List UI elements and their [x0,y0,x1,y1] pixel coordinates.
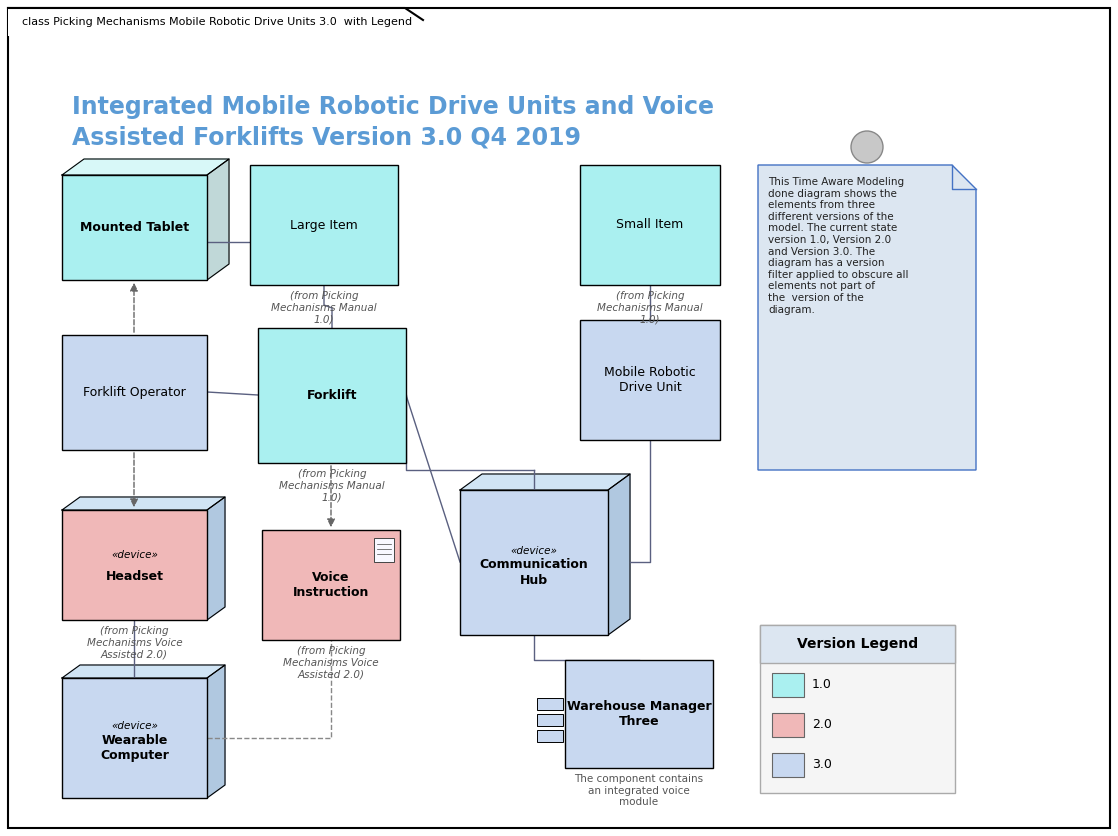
Polygon shape [8,8,423,36]
Circle shape [851,131,883,163]
Polygon shape [207,497,225,620]
Text: This Time Aware Modeling
done diagram shows the
elements from three
different ve: This Time Aware Modeling done diagram sh… [768,177,909,314]
Text: Mounted Tablet: Mounted Tablet [80,221,189,234]
Polygon shape [608,474,631,635]
Polygon shape [207,159,229,280]
Text: «device»: «device» [111,550,158,560]
Text: Version Legend: Version Legend [797,637,918,651]
Polygon shape [61,159,229,175]
Text: (from Picking
Mechanisms Manual
1.0): (from Picking Mechanisms Manual 1.0) [597,291,703,324]
Text: (from Picking
Mechanisms Voice
Assisted 2.0): (from Picking Mechanisms Voice Assisted … [87,626,182,660]
Text: Headset: Headset [105,570,163,584]
FancyBboxPatch shape [258,328,406,463]
FancyBboxPatch shape [8,8,1110,828]
FancyBboxPatch shape [250,165,398,285]
FancyBboxPatch shape [773,753,804,777]
Text: Warehouse Manager
Three: Warehouse Manager Three [567,700,711,728]
Text: (from Picking
Mechanisms Manual
1.0): (from Picking Mechanisms Manual 1.0) [280,469,385,502]
FancyBboxPatch shape [61,510,207,620]
Text: Forklift Operator: Forklift Operator [83,386,186,399]
Text: (from Picking
Mechanisms Voice
Assisted 2.0): (from Picking Mechanisms Voice Assisted … [283,646,379,679]
FancyBboxPatch shape [61,175,207,280]
Text: «device»: «device» [111,721,158,731]
FancyBboxPatch shape [580,165,720,285]
Text: Integrated Mobile Robotic Drive Units and Voice: Integrated Mobile Robotic Drive Units an… [72,95,714,119]
FancyBboxPatch shape [773,673,804,697]
Text: Small Item: Small Item [616,218,683,232]
Polygon shape [459,474,631,490]
FancyBboxPatch shape [537,698,563,710]
FancyBboxPatch shape [61,678,207,798]
FancyBboxPatch shape [459,490,608,635]
Text: Mobile Robotic
Drive Unit: Mobile Robotic Drive Unit [604,366,695,394]
Text: 1.0: 1.0 [812,679,832,691]
Text: «device»: «device» [511,546,558,555]
Text: Assisted Forklifts Version 3.0 Q4 2019: Assisted Forklifts Version 3.0 Q4 2019 [72,125,581,149]
Polygon shape [758,165,976,470]
Text: 2.0: 2.0 [812,718,832,732]
Polygon shape [61,497,225,510]
FancyBboxPatch shape [375,538,394,562]
FancyBboxPatch shape [537,730,563,742]
FancyBboxPatch shape [760,625,955,663]
Text: Voice
Instruction: Voice Instruction [293,571,369,599]
FancyBboxPatch shape [773,713,804,737]
Text: (from Picking
Mechanisms Manual
1.0): (from Picking Mechanisms Manual 1.0) [272,291,377,324]
Text: Communication
Hub: Communication Hub [480,558,588,587]
FancyBboxPatch shape [760,625,955,793]
Text: Forklift: Forklift [306,389,358,402]
Text: The component contains
an integrated voice
module: The component contains an integrated voi… [575,774,703,808]
FancyBboxPatch shape [537,714,563,726]
Text: 3.0: 3.0 [812,758,832,772]
Text: Large Item: Large Item [291,218,358,232]
Text: class Picking Mechanisms Mobile Robotic Drive Units 3.0  with Legend: class Picking Mechanisms Mobile Robotic … [22,17,413,27]
FancyBboxPatch shape [61,335,207,450]
FancyBboxPatch shape [580,320,720,440]
Polygon shape [207,665,225,798]
Text: Wearable
Computer: Wearable Computer [101,734,169,762]
FancyBboxPatch shape [565,660,713,768]
FancyBboxPatch shape [262,530,400,640]
Polygon shape [61,665,225,678]
